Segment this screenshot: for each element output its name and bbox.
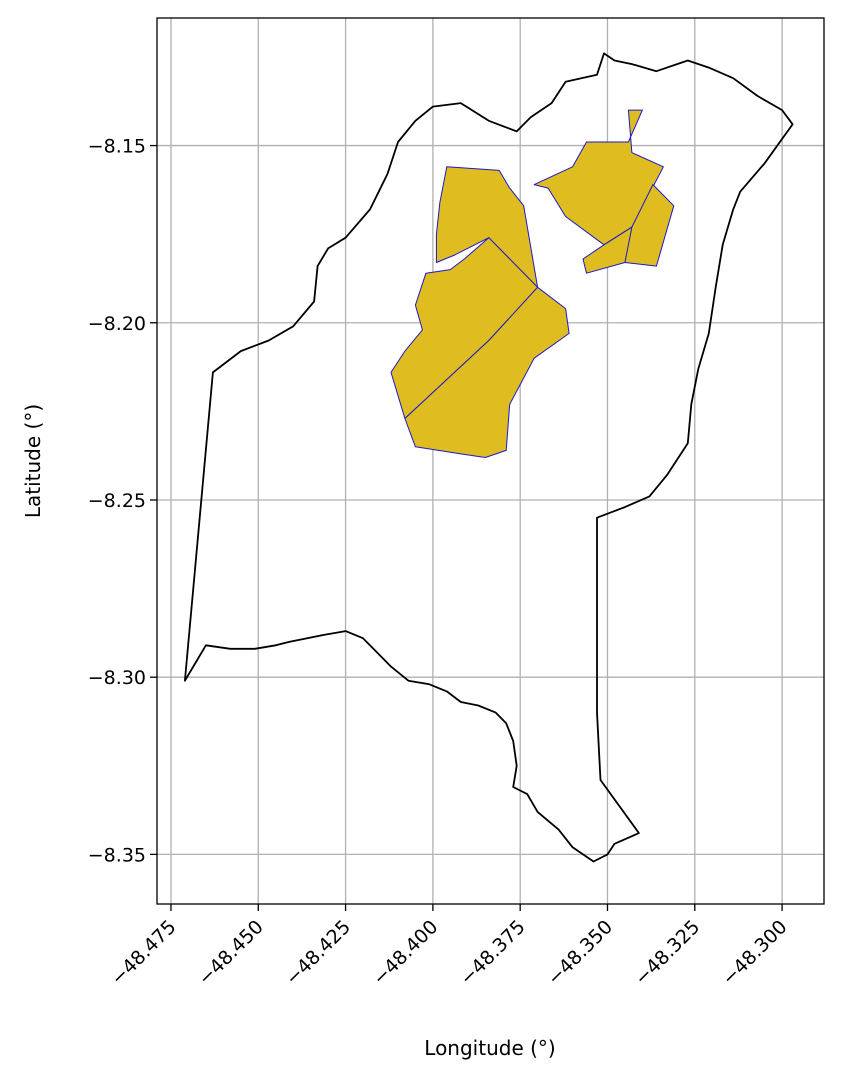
municipality-boundary-layer xyxy=(183,52,794,863)
y-tick-label-3: −8.30 xyxy=(88,667,146,689)
y-axis-ticks: −8.15 −8.20 −8.25 −8.30 −8.35 xyxy=(88,136,157,866)
parcel-4 xyxy=(533,109,664,246)
x-axis-label: Longitude (°) xyxy=(424,1036,555,1060)
plot-frame xyxy=(156,17,825,905)
y-tick-label-2: −8.25 xyxy=(88,490,146,512)
parcel-3 xyxy=(404,286,570,458)
y-tick-label-1: −8.20 xyxy=(88,313,146,335)
municipality-boundary xyxy=(183,52,794,863)
parcel-polygons-layer xyxy=(390,109,675,458)
parcel-6 xyxy=(624,184,675,267)
y-tick-label-4: −8.35 xyxy=(88,844,146,866)
y-axis-label: Latitude (°) xyxy=(21,404,45,518)
y-tick-label-0: −8.15 xyxy=(88,136,146,158)
